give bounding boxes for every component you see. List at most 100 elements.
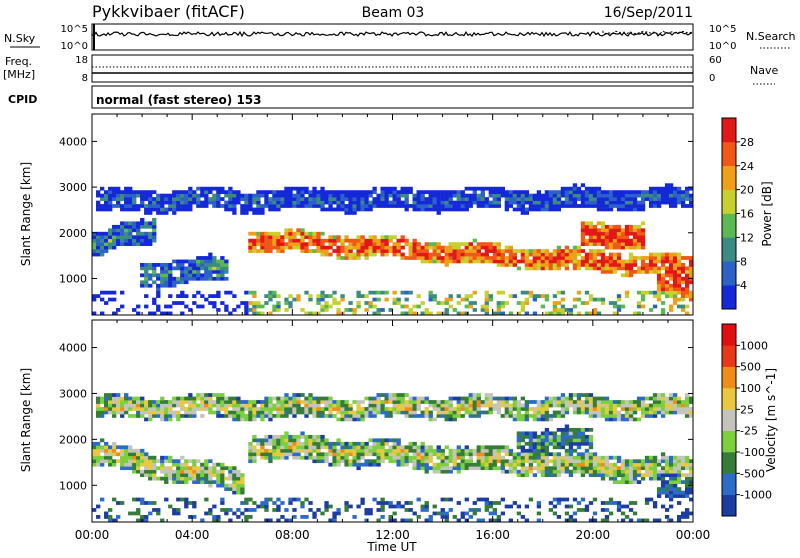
heatmap-cell xyxy=(232,414,237,418)
heatmap-cell xyxy=(548,259,554,264)
heatmap-cell xyxy=(648,466,654,471)
heatmap-cell xyxy=(576,245,582,250)
heatmap-cell xyxy=(404,311,409,316)
heatmap-cell xyxy=(456,400,461,404)
heatmap-cell xyxy=(272,434,277,439)
heatmap-cell xyxy=(588,518,594,523)
heatmap-cell xyxy=(224,403,229,408)
heatmap-cell xyxy=(300,504,305,509)
heatmap-cell xyxy=(636,480,642,484)
heatmap-cell xyxy=(92,448,97,453)
heatmap-cell xyxy=(312,434,317,439)
heatmap-cell xyxy=(572,441,578,446)
heatmap-cell xyxy=(216,473,221,478)
heatmap-cell xyxy=(368,301,373,305)
heatmap-cell xyxy=(500,304,505,309)
heatmap-cell xyxy=(324,207,329,212)
heatmap-cell xyxy=(224,400,229,404)
heatmap-cell xyxy=(120,410,125,415)
heatmap-cell xyxy=(344,207,349,212)
heatmap-cell xyxy=(680,494,686,498)
heatmap-cell xyxy=(536,207,542,212)
heatmap-cell xyxy=(432,511,437,516)
heatmap-cell xyxy=(256,452,261,457)
x-tick-label: 00:00 xyxy=(676,528,711,542)
heatmap-cell xyxy=(304,497,309,502)
heatmap-cell xyxy=(404,403,409,408)
heatmap-cell xyxy=(640,242,646,246)
heatmap-cell xyxy=(472,393,477,397)
heatmap-cell xyxy=(608,193,614,198)
heatmap-cell xyxy=(212,304,217,309)
heatmap-cell xyxy=(480,455,485,460)
heatmap-cell xyxy=(544,455,550,460)
heatmap-cell xyxy=(336,193,341,198)
power-colorbar-label: Power [dB] xyxy=(760,181,774,246)
heatmap-cell xyxy=(344,249,349,253)
heatmap-cell xyxy=(140,193,145,198)
heatmap-cell xyxy=(532,297,538,302)
heatmap-cell xyxy=(356,294,361,298)
heatmap-cell xyxy=(312,200,317,205)
heatmap-cell xyxy=(548,417,554,422)
heatmap-cell xyxy=(688,269,694,274)
heatmap-cell xyxy=(612,193,618,198)
heatmap-cell xyxy=(584,221,590,226)
heatmap-cell xyxy=(424,469,429,474)
heatmap-cell xyxy=(344,238,349,243)
heatmap-cell xyxy=(252,438,257,443)
heatmap-cell xyxy=(308,297,313,302)
heatmap-cell xyxy=(344,459,349,464)
heatmap-cell xyxy=(252,290,257,295)
heatmap-cell xyxy=(104,249,109,253)
heatmap-cell xyxy=(500,256,505,260)
freq-left-bottom-tick: 8 xyxy=(82,73,88,84)
heatmap-cell xyxy=(616,403,622,408)
heatmap-cell xyxy=(412,462,417,467)
heatmap-cell xyxy=(288,400,293,404)
heatmap-cell xyxy=(120,403,125,408)
heatmap-cell xyxy=(340,193,345,198)
heatmap-cell xyxy=(256,211,261,215)
heatmap-cell xyxy=(688,476,694,481)
heatmap-cell xyxy=(120,193,125,198)
heatmap-cell xyxy=(564,518,570,523)
heatmap-cell xyxy=(592,466,598,471)
heatmap-cell xyxy=(684,462,690,467)
heatmap-cell xyxy=(492,448,497,453)
heatmap-cell xyxy=(344,211,349,215)
heatmap-cell xyxy=(496,466,501,471)
heatmap-cell xyxy=(164,473,169,478)
heatmap-cell xyxy=(540,197,546,201)
heatmap-cell xyxy=(448,193,453,198)
heatmap-cell xyxy=(652,256,658,260)
heatmap-cell xyxy=(544,256,550,260)
heatmap-cell xyxy=(152,217,157,222)
heatmap-cell xyxy=(432,403,437,408)
heatmap-cell xyxy=(364,197,369,201)
heatmap-cell xyxy=(488,186,493,191)
heatmap-cell xyxy=(556,311,562,316)
heatmap-cell xyxy=(588,441,594,446)
heatmap-cell xyxy=(584,396,590,401)
heatmap-cell xyxy=(152,235,157,240)
heatmap-cell xyxy=(616,224,622,229)
heatmap-cell xyxy=(580,497,586,502)
heatmap-cell xyxy=(296,410,301,415)
heatmap-cell xyxy=(112,190,117,195)
heatmap-cell xyxy=(296,448,301,453)
heatmap-cell xyxy=(436,211,441,215)
heatmap-cell xyxy=(236,508,241,512)
heatmap-cell xyxy=(536,407,542,411)
heatmap-cell xyxy=(440,497,445,502)
heatmap-cell xyxy=(380,504,385,509)
heatmap-cell xyxy=(92,245,97,250)
heatmap-cell xyxy=(348,414,353,418)
heatmap-cell xyxy=(128,396,133,401)
heatmap-cell xyxy=(180,193,185,198)
heatmap-cell xyxy=(280,249,285,253)
heatmap-cell xyxy=(284,445,289,450)
heatmap-cell xyxy=(152,221,157,226)
heatmap-cell xyxy=(320,445,325,450)
heatmap-cell xyxy=(644,466,650,471)
